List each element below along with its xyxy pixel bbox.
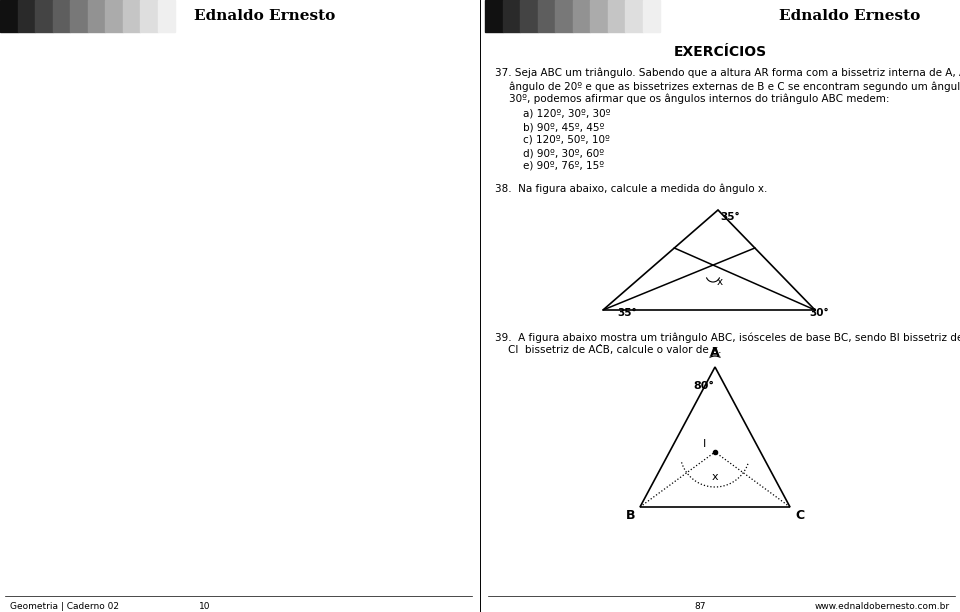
Text: x: x: [717, 277, 723, 287]
Bar: [0, 0, 17, 32]
Bar: [572, 0, 590, 32]
Bar: [590, 0, 608, 32]
Text: 35°: 35°: [617, 308, 636, 318]
Text: Ednaldo Ernesto: Ednaldo Ernesto: [780, 9, 921, 23]
Text: 39.  A figura abaixo mostra um triângulo ABC, isósceles de base BC, sendo BI bis: 39. A figura abaixo mostra um triângulo …: [495, 332, 960, 343]
Bar: [555, 0, 572, 32]
Text: a) 120º, 30º, 30º: a) 120º, 30º, 30º: [523, 109, 611, 119]
Bar: [17, 0, 35, 32]
Text: 35°: 35°: [720, 212, 739, 222]
Text: e) 90º, 76º, 15º: e) 90º, 76º, 15º: [523, 161, 604, 171]
Bar: [538, 0, 555, 32]
Text: 87: 87: [694, 602, 706, 611]
Bar: [157, 0, 175, 32]
Text: C: C: [795, 509, 804, 522]
Bar: [485, 0, 502, 32]
Text: EXERCÍCIOS: EXERCÍCIOS: [673, 45, 767, 59]
Text: 38.  Na figura abaixo, calcule a medida do ângulo x.: 38. Na figura abaixo, calcule a medida d…: [495, 184, 767, 195]
Text: CI  bissetriz de AĈB, calcule o valor de x.: CI bissetriz de AĈB, calcule o valor de…: [495, 345, 722, 355]
Text: Geometria | Caderno 02: Geometria | Caderno 02: [10, 602, 119, 611]
Text: d) 90º, 30º, 60º: d) 90º, 30º, 60º: [523, 148, 604, 158]
Bar: [140, 0, 157, 32]
Text: I: I: [704, 439, 707, 449]
Text: 37. Seja ABC um triângulo. Sabendo que a altura AR forma com a bissetriz interna: 37. Seja ABC um triângulo. Sabendo que a…: [495, 68, 960, 78]
Text: 10: 10: [200, 602, 211, 611]
Bar: [625, 0, 642, 32]
Text: B: B: [626, 509, 635, 522]
Bar: [53, 0, 70, 32]
Bar: [105, 0, 123, 32]
Text: www.ednaldobernesto.com.br: www.ednaldobernesto.com.br: [815, 602, 950, 611]
Text: 80°: 80°: [693, 381, 714, 391]
Bar: [87, 0, 105, 32]
Text: c) 120º, 50º, 10º: c) 120º, 50º, 10º: [523, 135, 610, 145]
Text: b) 90º, 45º, 45º: b) 90º, 45º, 45º: [523, 122, 605, 132]
Bar: [642, 0, 660, 32]
Text: 30°: 30°: [809, 308, 828, 318]
Bar: [35, 0, 53, 32]
Bar: [608, 0, 625, 32]
Text: 30º, podemos afirmar que os ângulos internos do triângulo ABC medem:: 30º, podemos afirmar que os ângulos inte…: [509, 94, 890, 105]
Bar: [502, 0, 520, 32]
Bar: [70, 0, 87, 32]
Text: x: x: [711, 472, 718, 482]
Bar: [123, 0, 140, 32]
Text: Ednaldo Ernesto: Ednaldo Ernesto: [194, 9, 336, 23]
Text: A: A: [710, 346, 720, 359]
Text: ângulo de 20º e que as bissetrizes externas de B e C se encontram segundo um âng: ângulo de 20º e que as bissetrizes exter…: [509, 81, 960, 92]
Bar: [520, 0, 538, 32]
